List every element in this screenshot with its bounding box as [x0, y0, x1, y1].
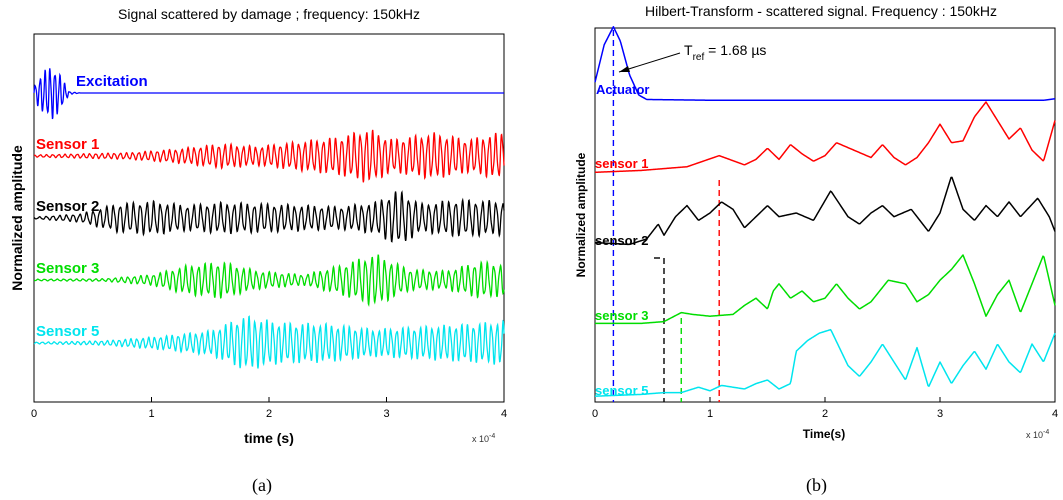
panel-b-y-label: Normalized amplitude — [574, 152, 588, 277]
caption-b: (b) — [806, 475, 827, 496]
tref-annotation-arrowhead — [619, 66, 630, 72]
panel-a-x-tick-label: 2 — [266, 408, 272, 420]
panel-b-label-sensor-5: sensor 5 — [595, 383, 648, 398]
panel-b-series-actuator — [594, 26, 1056, 101]
panel-b-x-ticks: 0 1 2 3 4 — [592, 397, 1058, 420]
tref-annotation: Tref = 1.68 µs — [684, 42, 766, 63]
panel-a-x-tick-label: 4 — [501, 408, 507, 420]
panel-a-series-sensor-5 — [33, 315, 505, 369]
panel-a-x-tick-label: 0 — [31, 408, 37, 420]
panel-b-series-sensor-1 — [594, 101, 1056, 174]
tref-annotation-arrow-line — [618, 52, 681, 73]
panel-b-plot-frame — [594, 27, 1056, 403]
panel-b-label-sensor-1: sensor 1 — [595, 156, 648, 171]
panel-b-series-labels: Actuator sensor 1 sensor 2 sensor 3 sensor 5 — [595, 82, 649, 398]
panel-b-x-tick-label: 4 — [1052, 408, 1058, 420]
panel-b: Hilbert-Transform - scattered signal. Fr… — [574, 3, 1058, 496]
panel-b-x-tick-label: 1 — [707, 408, 713, 420]
panel-b-label-sensor-2: sensor 2 — [595, 233, 648, 248]
panel-a-x-tick-label: 3 — [383, 408, 389, 420]
panel-a-label-sensor-1: Sensor 1 — [36, 136, 99, 153]
panel-a-series-excitation — [33, 68, 504, 120]
panel-b-series-sensor-5 — [594, 328, 1056, 397]
panel-a-label-sensor-3: Sensor 3 — [36, 260, 99, 277]
panel-a-label-sensor-5: Sensor 5 — [36, 323, 99, 340]
panel-b-x-tick-label: 0 — [592, 408, 598, 420]
caption-a: (a) — [252, 475, 272, 496]
panel-a: Signal scattered by damage ; frequency: … — [9, 6, 507, 496]
panel-a-x-tick-label: 1 — [148, 408, 154, 420]
panel-a-series-sensor-2 — [33, 190, 505, 243]
panel-b-series-sensor-3 — [595, 254, 1056, 325]
panel-a-title: Signal scattered by damage ; frequency: … — [118, 6, 420, 22]
panel-a-x-exponent: x 10-4 — [472, 433, 495, 444]
panel-a-x-label: time (s) — [244, 430, 294, 446]
panel-b-x-exponent: x 10-4 — [1026, 429, 1049, 440]
panel-a-x-ticks: 0 1 2 3 4 — [31, 397, 507, 420]
panel-b-series-sensor-2 — [594, 176, 1056, 246]
panel-b-label-sensor-3: sensor 3 — [595, 308, 648, 323]
panel-a-label-sensor-2: Sensor 2 — [36, 198, 99, 215]
panel-b-series-group — [594, 26, 1056, 397]
panel-b-title: Hilbert-Transform - scattered signal. Fr… — [645, 3, 997, 19]
panel-a-series-sensor-3 — [33, 254, 505, 308]
panel-a-series-group — [33, 68, 505, 369]
panel-b-x-label: Time(s) — [803, 427, 845, 441]
panel-b-x-tick-label: 3 — [937, 408, 943, 420]
panel-b-x-tick-label: 2 — [822, 408, 828, 420]
panel-a-y-label: Normalized amplitude — [9, 145, 25, 291]
panel-a-series-sensor-1 — [34, 129, 505, 183]
panel-a-label-excitation: Excitation — [76, 73, 148, 90]
panel-b-marker-lines — [612, 30, 720, 402]
panel-a-series-labels: Excitation Sensor 1 Sensor 2 Sensor 3 Sensor… — [36, 73, 148, 340]
panel-b-label-actuator: Actuator — [596, 82, 649, 97]
